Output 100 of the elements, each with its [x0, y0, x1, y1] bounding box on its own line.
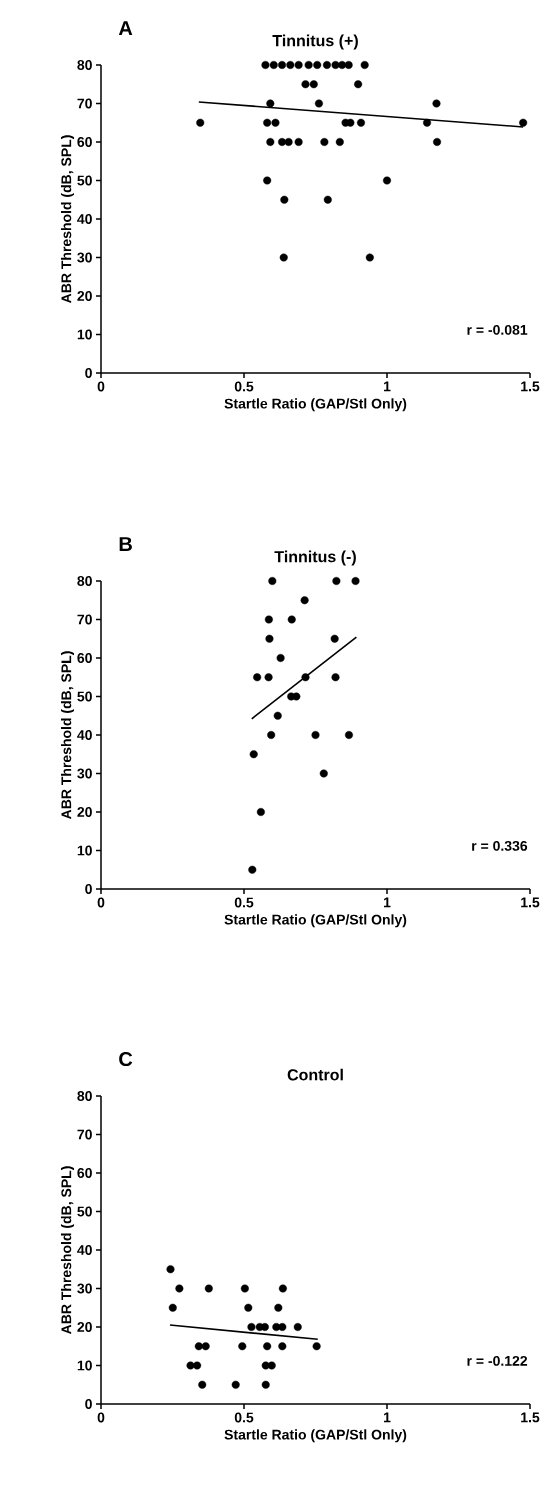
annotation: r = -0.122	[467, 1355, 528, 1366]
point	[274, 1303, 283, 1312]
point	[266, 137, 275, 146]
point	[271, 118, 280, 127]
point	[268, 576, 277, 585]
point	[356, 118, 365, 127]
y-tick-label: 10	[77, 1360, 92, 1371]
point	[263, 1342, 272, 1351]
point	[264, 673, 273, 682]
point	[278, 1323, 287, 1331]
point	[186, 1361, 195, 1370]
point	[519, 118, 528, 127]
x-tick-label: 1	[383, 897, 391, 908]
y-tick-label: 50	[77, 175, 92, 186]
point	[264, 615, 273, 624]
y-tick-label: 0	[85, 368, 92, 378]
point	[300, 596, 309, 605]
chart-title: Tinnitus (+)	[272, 34, 358, 50]
point	[354, 80, 363, 89]
chart-title: Control	[287, 1068, 343, 1081]
point	[423, 118, 432, 127]
point	[331, 60, 340, 69]
y-tick-label: 40	[77, 1245, 92, 1255]
point	[332, 576, 341, 585]
x-tick-label: 1	[383, 381, 391, 392]
point	[193, 1361, 202, 1370]
point	[249, 750, 258, 759]
y-tick-label: 30	[77, 768, 92, 779]
point	[194, 1342, 203, 1351]
point	[238, 1342, 247, 1351]
point	[293, 1323, 302, 1331]
point	[313, 60, 322, 69]
point	[280, 195, 289, 204]
y-axis-title: ABR Threshold (dB, SPL)	[60, 1166, 75, 1335]
y-tick-label: 10	[77, 845, 92, 856]
point	[432, 99, 441, 108]
x-tick-label: 0.5	[234, 381, 254, 392]
point	[265, 634, 274, 643]
point	[292, 692, 301, 701]
point	[294, 137, 303, 146]
point	[231, 1380, 240, 1389]
y-tick-label: 20	[77, 1322, 92, 1332]
point	[284, 137, 293, 146]
x-tick-label: 1	[383, 1412, 391, 1423]
point	[196, 118, 205, 127]
y-axis-title: ABR Threshold (dB, SPL)	[60, 651, 75, 820]
y-tick-label: 80	[77, 60, 92, 70]
annotation: r = 0.336	[472, 840, 528, 851]
point	[312, 1342, 321, 1351]
point	[294, 60, 303, 69]
point	[261, 60, 270, 69]
point	[351, 576, 360, 585]
point	[201, 1342, 210, 1351]
y-tick-label: 70	[77, 1129, 92, 1140]
y-tick-label: 80	[77, 576, 92, 586]
point	[273, 711, 282, 720]
point	[267, 1361, 276, 1370]
x-axis-title: Startle Ratio (GAP/Stl Only)	[224, 398, 407, 412]
point	[276, 653, 285, 662]
point	[244, 1303, 253, 1312]
text: A	[118, 21, 133, 35]
point	[322, 60, 331, 69]
x-tick-label: 0	[97, 381, 105, 392]
point	[175, 1284, 184, 1293]
point	[360, 60, 369, 69]
point	[344, 60, 353, 69]
y-axis-title: ABR Threshold (dB, SPL)	[60, 135, 75, 304]
point	[263, 118, 272, 127]
y-tick-label: 50	[77, 691, 92, 702]
point	[309, 80, 318, 89]
point	[279, 253, 288, 262]
point	[278, 1284, 287, 1293]
text: B	[119, 537, 132, 551]
point	[319, 769, 328, 778]
point	[330, 634, 339, 643]
y-tick-label: 0	[85, 1399, 92, 1409]
point	[261, 1380, 270, 1389]
y-tick-label: 10	[77, 329, 92, 340]
point	[248, 865, 257, 874]
y-tick-label: 30	[77, 252, 92, 263]
point	[287, 615, 296, 624]
point	[301, 673, 310, 682]
point	[278, 1342, 287, 1351]
point	[168, 1303, 177, 1312]
point	[365, 253, 374, 262]
point	[269, 60, 278, 69]
x-tick-label: 0	[97, 1412, 105, 1423]
y-tick-label: 70	[77, 614, 92, 625]
point	[323, 195, 332, 204]
x-axis-title: Startle Ratio (GAP/Stl Only)	[224, 914, 407, 928]
point	[166, 1265, 175, 1274]
point	[301, 80, 310, 89]
point	[240, 1284, 249, 1293]
annotation: r = -0.081	[467, 324, 528, 335]
point	[304, 60, 313, 69]
point	[286, 60, 295, 69]
point	[433, 137, 442, 146]
y-tick-label: 0	[85, 884, 92, 894]
point	[331, 673, 340, 682]
point	[256, 807, 265, 816]
